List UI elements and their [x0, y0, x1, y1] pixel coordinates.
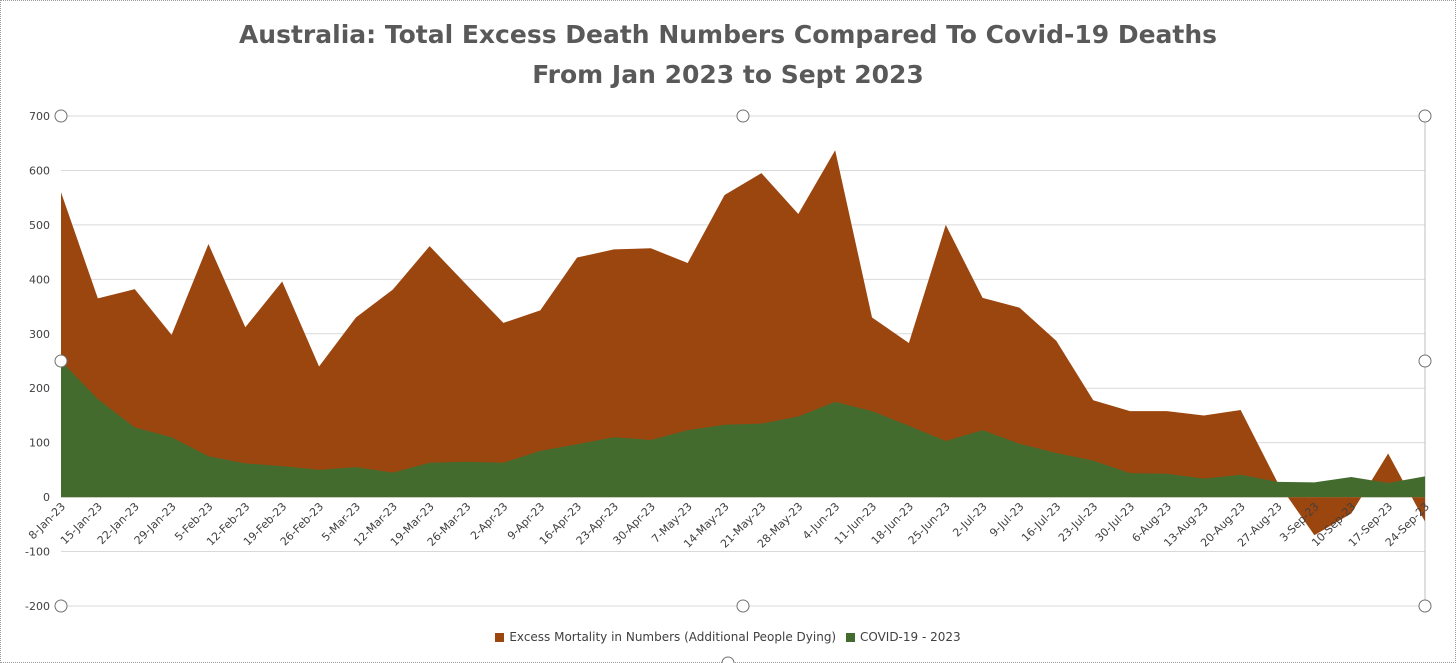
- y-tick-label: 500: [29, 219, 50, 232]
- resize-handle[interactable]: [721, 656, 735, 663]
- resize-handle[interactable]: [736, 109, 750, 123]
- legend-swatch-covid: [845, 633, 855, 642]
- resize-handle[interactable]: [1418, 354, 1432, 368]
- chart-title: Australia: Total Excess Death Numbers Co…: [238, 20, 1218, 49]
- chart-subtitle: From Jan 2023 to Sept 2023: [532, 60, 924, 89]
- y-tick-label: 100: [29, 437, 50, 450]
- x-axis-ticks: 8-Jan-2315-Jan-2322-Jan-2329-Jan-235-Feb…: [26, 500, 1432, 551]
- series-areas: [61, 150, 1425, 536]
- legend-item-excess: Excess Mortality in Numbers (Additional …: [495, 630, 836, 644]
- legend-label-excess: Excess Mortality in Numbers (Additional …: [509, 630, 837, 644]
- resize-handle[interactable]: [1418, 599, 1432, 613]
- y-tick-label: -200: [25, 600, 50, 613]
- resize-handle[interactable]: [54, 599, 68, 613]
- y-tick-label: 400: [29, 273, 50, 286]
- resize-handle[interactable]: [1418, 109, 1432, 123]
- resize-handle[interactable]: [54, 109, 68, 123]
- y-tick-label: 300: [29, 328, 50, 341]
- y-tick-label: 600: [29, 164, 50, 177]
- x-tick-label: 23-Jul-23: [1056, 500, 1100, 544]
- resize-handle[interactable]: [736, 599, 750, 613]
- x-tick-label: 2-Jul-23: [950, 500, 989, 539]
- selection-handles[interactable]: [54, 109, 1432, 663]
- y-tick-label: -100: [25, 546, 50, 559]
- legend-item-covid: COVID-19 - 2023: [845, 630, 961, 644]
- area-covid-19: [61, 361, 1425, 498]
- legend: Excess Mortality in Numbers (Additional …: [0, 630, 1456, 644]
- y-tick-label: 200: [29, 382, 50, 395]
- x-tick-label: 2-Apr-23: [468, 500, 510, 542]
- x-tick-label: 16-Jul-23: [1019, 500, 1063, 544]
- legend-swatch-excess: [495, 633, 505, 642]
- y-axis-ticks: -200 -100 0 100 200 300 400 500 600 700: [25, 110, 50, 613]
- y-tick-label: 700: [29, 110, 50, 123]
- y-tick-label: 0: [43, 491, 50, 504]
- legend-label-covid: COVID-19 - 2023: [859, 630, 961, 644]
- area-excess-mortality: [61, 150, 1425, 536]
- resize-handle[interactable]: [54, 354, 68, 368]
